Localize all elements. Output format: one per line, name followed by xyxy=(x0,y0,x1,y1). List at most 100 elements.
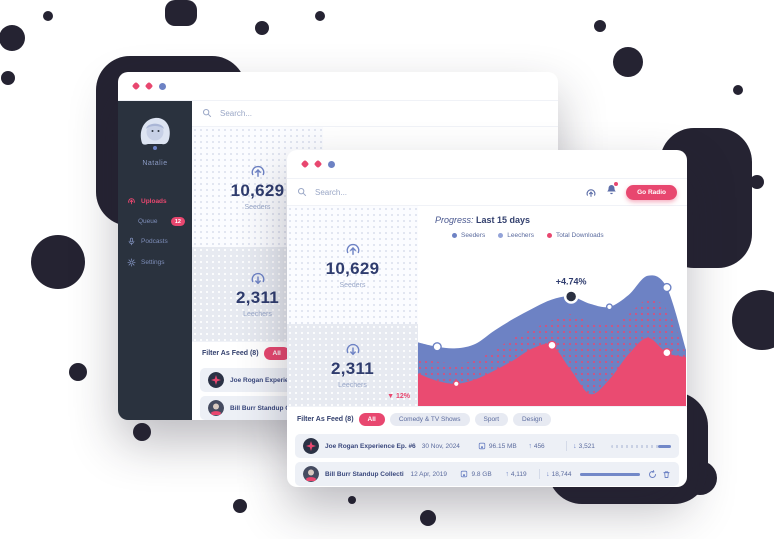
chart-title-prefix: Progress: xyxy=(435,215,474,225)
microphone-icon xyxy=(128,237,135,246)
upload-cloud-icon xyxy=(251,165,264,177)
chart-marker xyxy=(452,380,460,388)
down-count-value: 18,744 xyxy=(551,470,572,478)
legend-dot-icon xyxy=(452,233,457,238)
decorative-blob xyxy=(165,0,197,26)
window-control-expand-icon[interactable] xyxy=(328,160,335,168)
list-item[interactable]: Bill Burr Standup Collective 12 Apr, 201… xyxy=(295,462,679,486)
user-avatar[interactable] xyxy=(134,113,176,155)
window-control-minimize-icon[interactable] xyxy=(313,159,323,169)
size-value: 96.15 MB xyxy=(488,442,517,450)
window-control-expand-icon[interactable] xyxy=(159,82,166,90)
search-input[interactable] xyxy=(313,186,580,198)
decorative-blob xyxy=(613,47,643,77)
area-chart[interactable]: +4.74% xyxy=(418,258,686,406)
chart-marker xyxy=(432,342,442,352)
legend-label: Leechers xyxy=(507,232,534,239)
divider xyxy=(539,469,541,479)
storage-icon xyxy=(478,442,486,450)
sidebar-item-settings[interactable]: Settings xyxy=(118,252,192,273)
sidebar-item-queue[interactable]: Queue 12 xyxy=(118,212,192,231)
down-arrow-icon: ↓ xyxy=(573,442,577,450)
sidebar: Natalie Uploads Queue 12 Podcasts xyxy=(118,101,192,420)
legend-label: Total Downloads xyxy=(555,232,604,239)
search-bar: Go Radio xyxy=(287,179,687,206)
chart-marker xyxy=(547,340,557,351)
chart-title: Progress: Last 15 days xyxy=(435,215,687,225)
window-control-close-icon[interactable] xyxy=(131,81,141,91)
seeders-count: 10,629 xyxy=(325,259,380,278)
topbar-actions: Go Radio xyxy=(585,181,677,201)
filter-chip[interactable]: Design xyxy=(513,412,552,426)
list-item[interactable]: Joe Rogan Experience Ep. #68 30 Nov, 202… xyxy=(295,434,679,458)
leechers-label: Leechers xyxy=(338,382,367,389)
decorative-blob xyxy=(0,25,25,51)
chart-marker xyxy=(662,348,672,358)
progress-bar-fill xyxy=(657,444,672,448)
progress-bar[interactable] xyxy=(580,472,640,476)
window-titlebar xyxy=(287,150,687,179)
filter-label: Filter As Feed (8) xyxy=(202,349,259,357)
filter-chip-all[interactable]: All xyxy=(263,346,290,360)
legend-dot-icon xyxy=(546,233,552,238)
front-app-window: Go Radio 10,629 Seeders 2,311 Leechers ▼… xyxy=(287,150,687,487)
seeders-label: Seeders xyxy=(339,282,366,289)
progress-bar-fill xyxy=(580,472,640,476)
window-control-minimize-icon[interactable] xyxy=(144,81,154,91)
list-item-title: Bill Burr Standup Collective xyxy=(325,470,405,478)
chart-legend: Seeders Leechers Total Downloads xyxy=(435,232,687,239)
search-icon xyxy=(297,187,307,197)
up-count-value: 456 xyxy=(533,442,545,450)
decorative-blob xyxy=(43,11,53,21)
size-value: 9.8 GB xyxy=(471,470,492,478)
sidebar-item-podcasts[interactable]: Podcasts xyxy=(118,231,192,252)
sidebar-item-label: Queue xyxy=(138,218,158,225)
list-item-title: Joe Rogan Experience Ep. #68 xyxy=(325,442,416,450)
up-count-value: 4,119 xyxy=(510,470,527,478)
notifications-button[interactable] xyxy=(606,181,620,201)
decorative-blob xyxy=(420,510,436,526)
decorative-blob xyxy=(733,85,743,95)
refresh-icon[interactable] xyxy=(648,469,657,479)
seeders-label: Seeders xyxy=(244,203,271,211)
window-control-close-icon[interactable] xyxy=(300,159,310,169)
list-item-title: Bill Burr Standup Collective xyxy=(230,404,316,412)
seeders-count: 10,629 xyxy=(230,180,285,200)
sidebar-item-label: Podcasts xyxy=(141,238,168,245)
divider xyxy=(566,441,568,451)
user-name: Natalie xyxy=(142,160,168,167)
search-input[interactable] xyxy=(218,107,548,119)
progress-chart-panel: Progress: Last 15 days Seeders Leechers … xyxy=(418,206,687,406)
list-item-down-count: ↓ 18,744 xyxy=(546,471,574,478)
torrent-list: Joe Rogan Experience Ep. #68 30 Nov, 202… xyxy=(287,431,687,486)
sidebar-nav: Uploads Queue 12 Podcasts Settings xyxy=(118,191,192,273)
decorative-blob xyxy=(732,290,774,350)
leechers-count: 2,311 xyxy=(330,359,375,378)
notification-dot xyxy=(613,181,620,187)
legend-item-downloads: Total Downloads xyxy=(546,232,604,239)
list-item-date: 30 Nov, 2024 xyxy=(421,442,460,450)
upload-cloud-icon[interactable] xyxy=(585,187,597,198)
trash-icon[interactable] xyxy=(662,470,671,479)
go-radio-button[interactable]: Go Radio xyxy=(626,184,677,200)
filter-chip[interactable]: Sport xyxy=(474,412,509,426)
window-titlebar xyxy=(118,72,558,101)
download-cloud-icon xyxy=(251,272,264,285)
list-item-date: 12 Apr, 2019 xyxy=(410,470,447,478)
sidebar-item-uploads[interactable]: Uploads xyxy=(118,191,192,212)
search-icon xyxy=(202,109,212,118)
show-artwork xyxy=(208,372,224,388)
filter-chip[interactable]: Comedy & TV Shows xyxy=(389,412,470,426)
progress-bar[interactable] xyxy=(611,444,672,448)
upload-cloud-icon xyxy=(128,198,135,205)
list-item-up-count: ↑ 456 xyxy=(528,443,560,450)
decorative-blob xyxy=(348,496,356,504)
leechers-label: Leechers xyxy=(243,310,272,318)
up-arrow-icon: ↑ xyxy=(528,442,532,450)
filter-chip-all[interactable]: All xyxy=(358,412,385,426)
filter-label: Filter As Feed (8) xyxy=(297,415,354,423)
row-actions xyxy=(648,469,671,479)
legend-item-seeders: Seeders xyxy=(452,232,485,239)
legend-label: Seeders xyxy=(461,232,486,239)
